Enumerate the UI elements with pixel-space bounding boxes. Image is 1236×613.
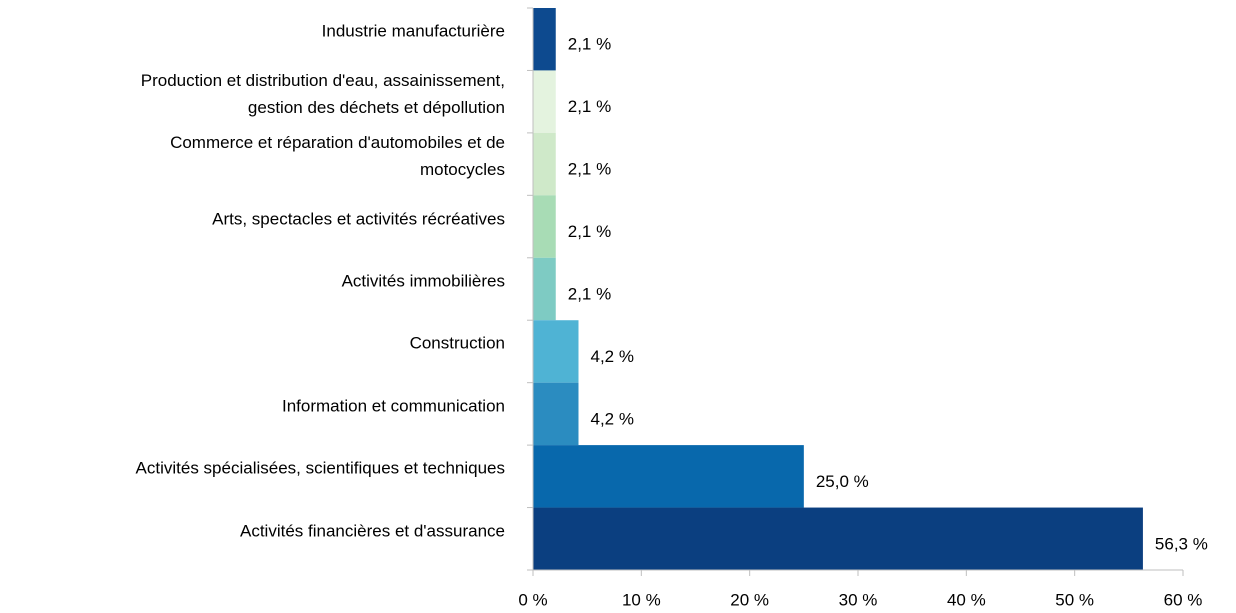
x-tick-label: 50 % — [1055, 590, 1094, 609]
x-tick-label: 60 % — [1164, 590, 1203, 609]
x-tick-label: 20 % — [730, 590, 769, 609]
category-label: Arts, spectacles et activités récréative… — [212, 209, 505, 229]
bar — [533, 320, 579, 383]
x-tick-label: 0 % — [518, 590, 547, 609]
value-label: 2,1 % — [568, 160, 611, 179]
value-label: 4,2 % — [591, 347, 634, 366]
category-label: Production et distribution d'eau, assain… — [140, 70, 505, 117]
category-label: Activités immobilières — [341, 271, 505, 291]
bar — [533, 132, 556, 196]
value-label: 56,3 % — [1155, 534, 1208, 553]
category-label: Industrie manufacturière — [321, 21, 505, 41]
category-label: Activités spécialisées, scientifiques et… — [135, 458, 505, 478]
value-label: 2,1 % — [568, 35, 611, 54]
bar — [533, 445, 804, 508]
bar — [533, 382, 579, 446]
bar — [533, 8, 556, 71]
category-label: Commerce et réparation d'automobiles et … — [170, 133, 505, 180]
bar — [533, 257, 556, 321]
value-label: 2,1 % — [568, 222, 611, 241]
x-tick-label: 30 % — [839, 590, 878, 609]
value-label: 2,1 % — [568, 97, 611, 116]
category-label: Information et communication — [282, 396, 505, 416]
value-label: 25,0 % — [816, 472, 869, 491]
bar — [533, 507, 1143, 570]
value-label: 4,2 % — [591, 409, 634, 428]
category-label: Construction — [409, 333, 505, 353]
x-tick-label: 40 % — [947, 590, 986, 609]
category-label: Activités financières et d'assurance — [240, 521, 505, 541]
x-tick-label: 10 % — [622, 590, 661, 609]
bar — [533, 195, 556, 258]
bar — [533, 70, 556, 133]
value-label: 2,1 % — [568, 284, 611, 303]
